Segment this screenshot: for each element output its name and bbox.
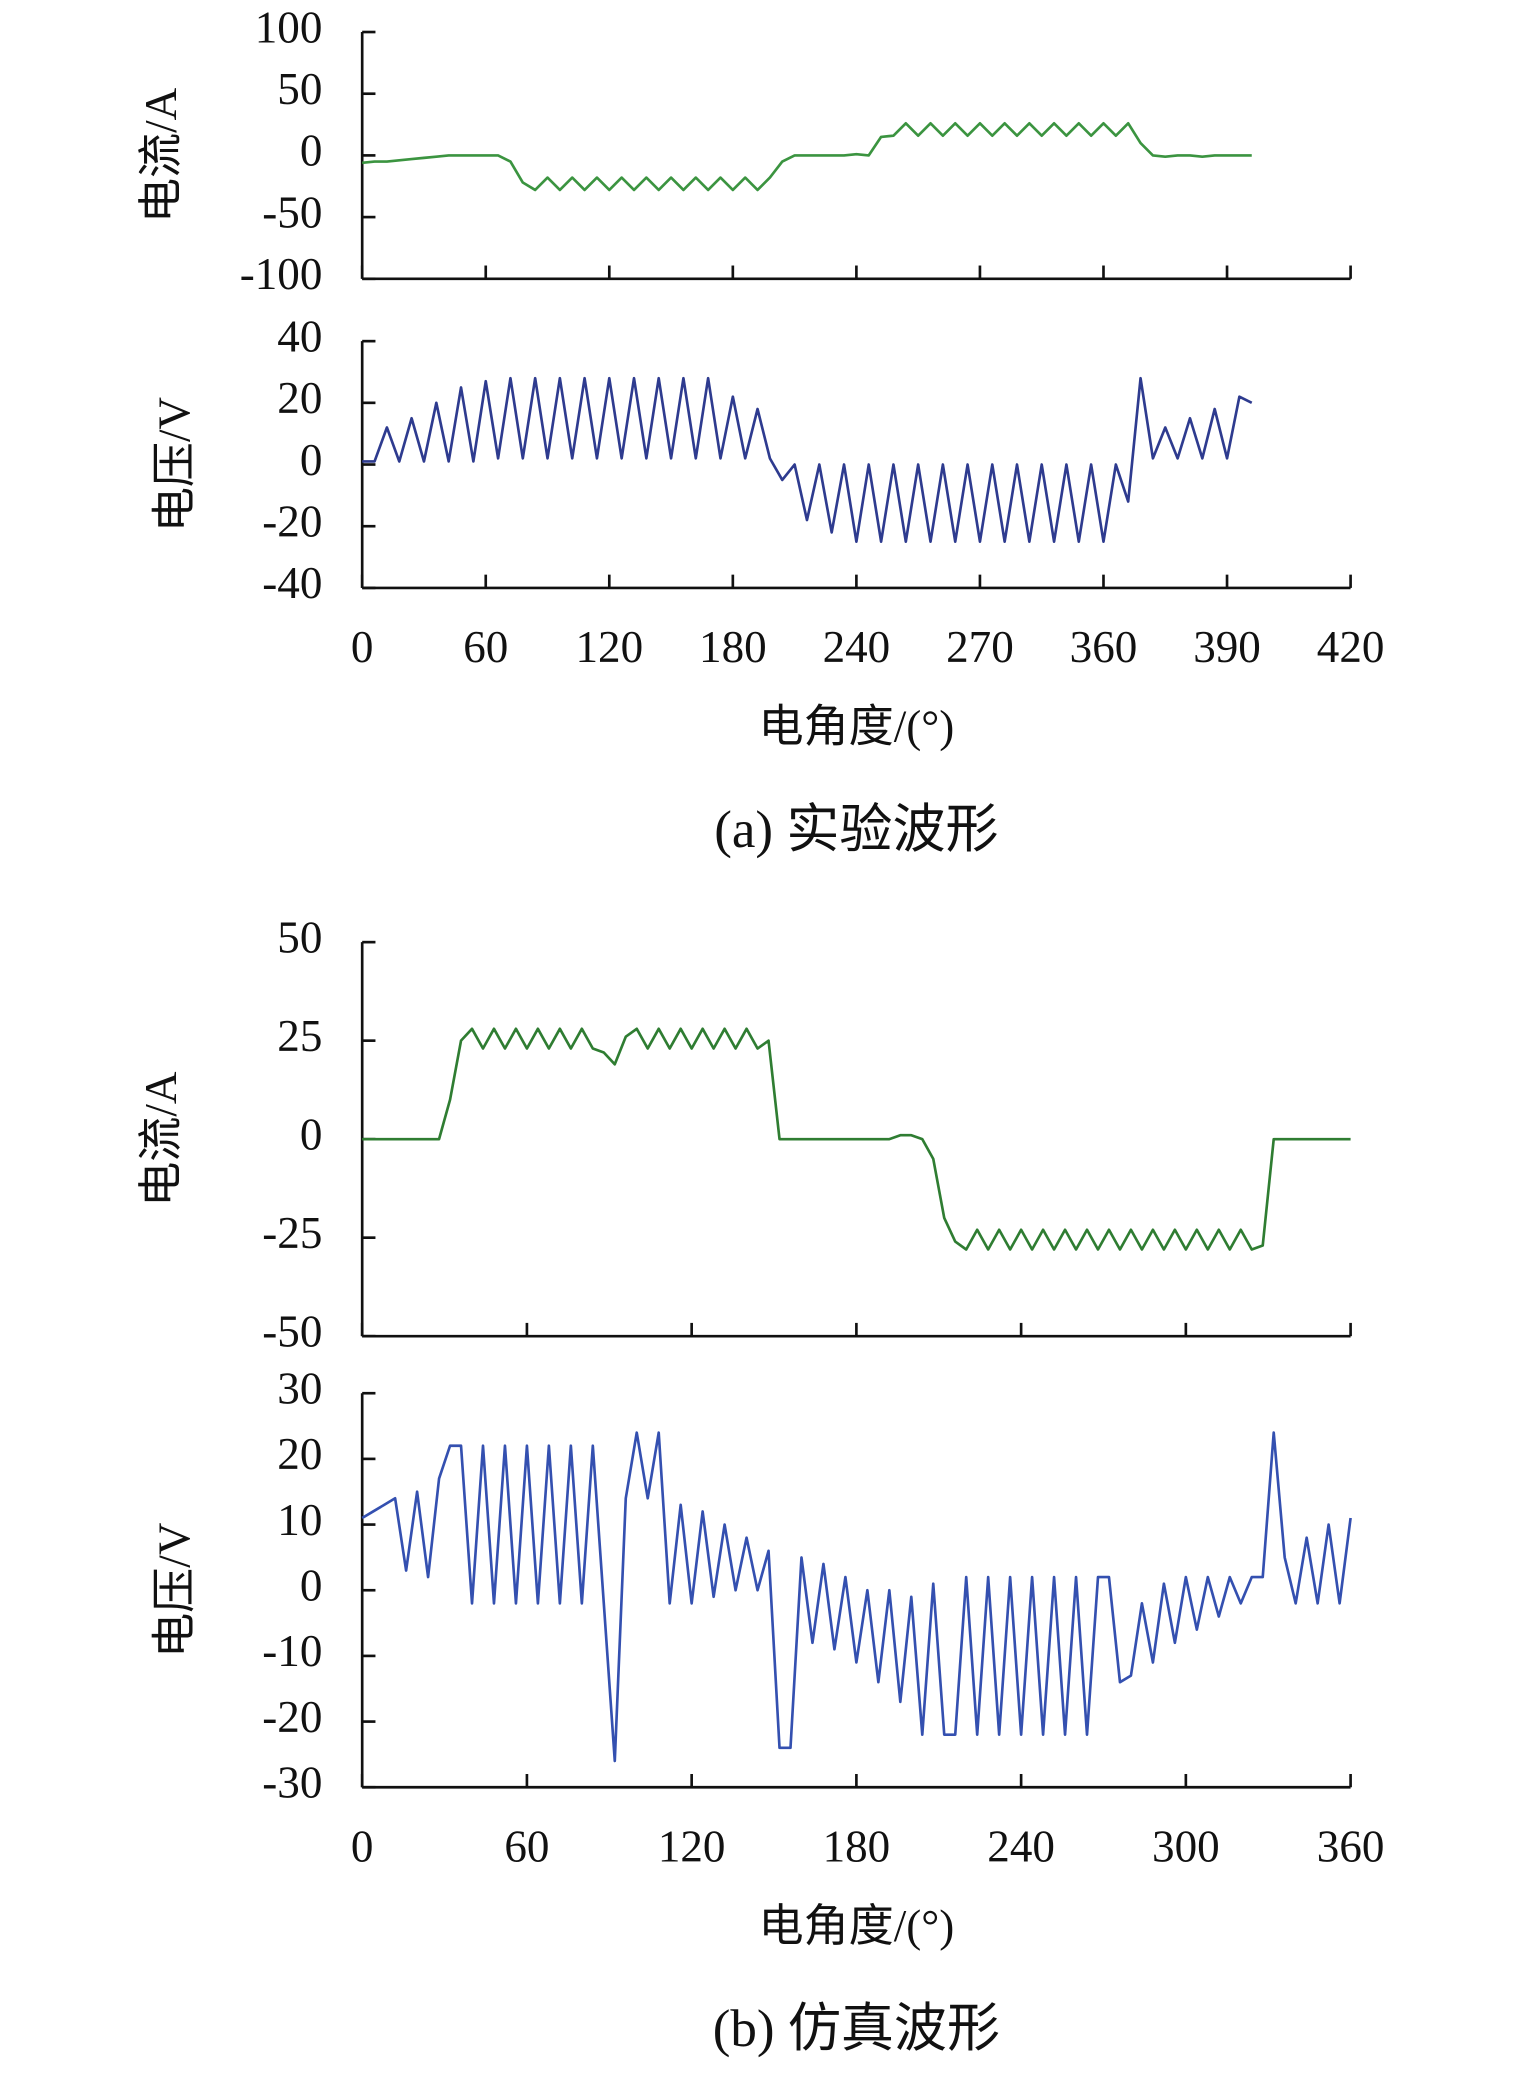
line-series bbox=[362, 376, 1253, 543]
y-tick-label: -25 bbox=[262, 1208, 322, 1258]
y-tick-label: -50 bbox=[262, 1307, 322, 1357]
y-axis-label: 电压/V bbox=[149, 396, 199, 532]
y-tick-label: -50 bbox=[262, 187, 322, 237]
x-tick-label: 360 bbox=[1070, 622, 1138, 672]
y-tick-label: -10 bbox=[262, 1626, 322, 1676]
x-tick-label: 120 bbox=[575, 622, 643, 672]
x-tick-label: 0 bbox=[351, 1821, 374, 1871]
y-tick-label: -100 bbox=[240, 249, 323, 299]
x-tick-label: 120 bbox=[658, 1821, 726, 1871]
x-tick-label: 0 bbox=[351, 622, 374, 672]
y-tick-label: 0 bbox=[300, 1561, 323, 1611]
y-tick-label: 40 bbox=[277, 311, 322, 361]
y-axis-label: 电流/A bbox=[136, 1071, 186, 1207]
y-tick-label: -20 bbox=[262, 497, 322, 547]
y-tick-label: 10 bbox=[277, 1495, 322, 1545]
line-series bbox=[362, 1027, 1351, 1251]
x-tick-label: 180 bbox=[699, 622, 767, 672]
line-series bbox=[362, 121, 1252, 192]
y-tick-label: 20 bbox=[277, 1429, 322, 1479]
y-tick-label: 0 bbox=[300, 435, 323, 485]
y-tick-label: 0 bbox=[300, 126, 323, 176]
x-axis-label: 电角度/(°) bbox=[758, 702, 954, 752]
y-tick-label: 0 bbox=[300, 1110, 323, 1160]
x-axis-label: 电角度/(°) bbox=[758, 1901, 954, 1951]
y-tick-label: -30 bbox=[262, 1758, 322, 1808]
x-tick-label: 180 bbox=[823, 1821, 891, 1871]
y-tick-label: 25 bbox=[277, 1011, 322, 1061]
x-tick-label: 270 bbox=[946, 622, 1014, 672]
y-axis-label: 电压/V bbox=[149, 1522, 199, 1658]
y-tick-label: 30 bbox=[277, 1364, 322, 1414]
x-tick-label: 240 bbox=[823, 622, 891, 672]
x-tick-label: 360 bbox=[1317, 1821, 1385, 1871]
x-tick-label: 60 bbox=[463, 622, 508, 672]
y-tick-label: 50 bbox=[277, 64, 322, 114]
x-tick-label: 420 bbox=[1317, 622, 1385, 672]
y-tick-label: 50 bbox=[277, 912, 322, 962]
line-series bbox=[361, 1431, 1352, 1763]
x-tick-label: 240 bbox=[987, 1821, 1055, 1871]
caption: (a) 实验波形 bbox=[714, 801, 998, 859]
y-axis-label: 电流/A bbox=[136, 87, 186, 223]
x-tick-label: 390 bbox=[1193, 622, 1261, 672]
y-tick-label: -20 bbox=[262, 1692, 322, 1742]
y-tick-label: 100 bbox=[255, 2, 323, 52]
y-tick-label: 20 bbox=[277, 373, 322, 423]
y-tick-label: -40 bbox=[262, 558, 322, 608]
caption: (b) 仿真波形 bbox=[713, 2000, 1000, 2058]
x-tick-label: 300 bbox=[1152, 1821, 1220, 1871]
x-tick-label: 60 bbox=[504, 1821, 549, 1871]
